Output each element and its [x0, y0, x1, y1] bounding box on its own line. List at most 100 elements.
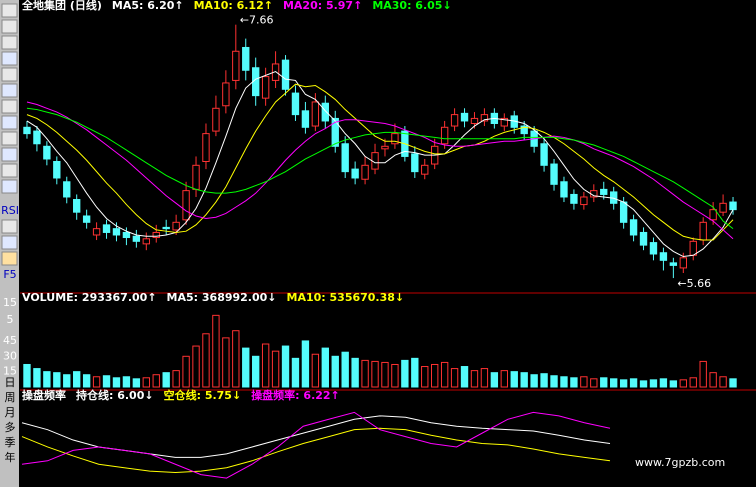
volume-bar	[242, 347, 250, 388]
volume-bar	[172, 370, 180, 388]
tool-icon[interactable]	[1, 163, 18, 178]
candle-body	[192, 164, 200, 190]
candle-body	[679, 257, 687, 269]
toolbar-label[interactable]: RSI	[1, 204, 19, 217]
price-annotation: ←7.66	[240, 14, 274, 27]
tool-icon[interactable]	[1, 99, 18, 114]
candle-body	[162, 226, 170, 230]
volume-bar	[271, 350, 280, 388]
volume-bar	[689, 377, 697, 388]
toolbar-label[interactable]: 年	[5, 450, 16, 464]
ma-line	[26, 101, 734, 240]
tool-icon[interactable]	[1, 219, 18, 234]
candle-body	[92, 228, 101, 236]
candle-body	[102, 224, 111, 233]
candle-body	[411, 153, 419, 173]
volume-bar	[490, 372, 499, 388]
candle-body	[460, 112, 469, 122]
tool-icon[interactable]	[1, 235, 18, 250]
candle-body	[470, 117, 479, 124]
volume-bar	[351, 357, 359, 388]
header-label: MA5: 6.20↑	[112, 0, 184, 12]
volume-bar	[639, 380, 648, 388]
candle-body	[112, 228, 121, 236]
toolbar-label[interactable]: 季	[5, 436, 16, 449]
candle-body	[142, 238, 150, 245]
tool-icon[interactable]	[1, 115, 18, 130]
candle-body	[152, 231, 160, 239]
candle-body	[391, 133, 399, 145]
candle-body	[63, 181, 71, 198]
toolbar-label[interactable]: 多	[5, 420, 16, 434]
candle-body	[699, 221, 707, 241]
candle-body	[341, 143, 349, 173]
header-label: MA30: 6.05↓	[372, 0, 451, 12]
candle-body	[580, 196, 588, 206]
candle-body	[331, 117, 339, 147]
tool-icon[interactable]	[1, 19, 18, 34]
volume-bar	[530, 374, 538, 388]
toolbar-label[interactable]: 日	[5, 376, 16, 389]
candle-body	[480, 114, 489, 122]
candle-body	[520, 125, 528, 135]
volume-bar	[401, 359, 409, 388]
header-label: MA20: 5.97↑	[283, 0, 362, 12]
candle-body	[301, 110, 310, 128]
volume-bar	[23, 363, 31, 388]
candle-body	[73, 199, 81, 213]
tool-icon[interactable]	[1, 147, 18, 162]
volume-bar	[92, 376, 101, 388]
tool-icon[interactable]	[1, 179, 18, 194]
volume-bar	[43, 371, 51, 388]
ma-line	[26, 70, 734, 258]
volume-bar	[301, 340, 310, 388]
volume-bar	[500, 370, 508, 388]
volume-bar	[590, 378, 598, 388]
volume-bar	[122, 376, 131, 388]
volume-bar	[331, 355, 339, 388]
volume-bar	[431, 363, 439, 388]
header-label: 持仓线: 6.00↓	[76, 388, 154, 402]
volume-bar	[291, 357, 300, 388]
volume-bar	[421, 366, 429, 388]
volume-bar	[341, 351, 349, 388]
volume-bar	[281, 345, 290, 388]
candle-body	[182, 190, 190, 221]
tool-icon[interactable]	[1, 131, 18, 146]
toolbar-label[interactable]: 月	[5, 406, 16, 419]
volume-bar	[132, 378, 141, 388]
header-label: MA5: 368992.00↓	[167, 291, 277, 304]
candle-body	[222, 82, 230, 107]
tool-icon[interactable]	[1, 3, 18, 18]
candle-body	[361, 164, 369, 180]
volume-bar	[192, 345, 200, 388]
volume-bar	[82, 374, 91, 388]
header-label: 全地集团 (日线)	[21, 0, 102, 12]
volume-bar	[540, 373, 548, 388]
volume-bar	[480, 368, 489, 388]
toolbar-icons	[1, 3, 18, 266]
tool-icon[interactable]	[1, 83, 18, 98]
tool-icon[interactable]	[1, 35, 18, 50]
volume-bar	[381, 361, 389, 388]
candle-body	[281, 59, 290, 90]
volume-bar	[112, 377, 121, 388]
volume-bar	[520, 372, 528, 388]
tool-icon[interactable]	[1, 67, 18, 82]
candle-body	[600, 188, 608, 195]
volume-bar	[550, 375, 558, 388]
tool-icon[interactable]	[1, 251, 18, 266]
candle-body	[669, 262, 678, 266]
toolbar-label[interactable]: F5	[3, 268, 16, 281]
candle-body	[500, 117, 508, 127]
tool-icon[interactable]	[1, 51, 18, 66]
volume-bar	[679, 379, 687, 388]
volume-bar	[361, 359, 369, 388]
y-tick-label: 15	[3, 365, 17, 378]
header-label: MA10: 6.12↑	[194, 0, 273, 12]
ma-line	[26, 107, 734, 230]
candle-body	[212, 107, 220, 132]
volume-bar	[261, 343, 270, 388]
toolbar-label[interactable]: 周	[5, 391, 16, 404]
